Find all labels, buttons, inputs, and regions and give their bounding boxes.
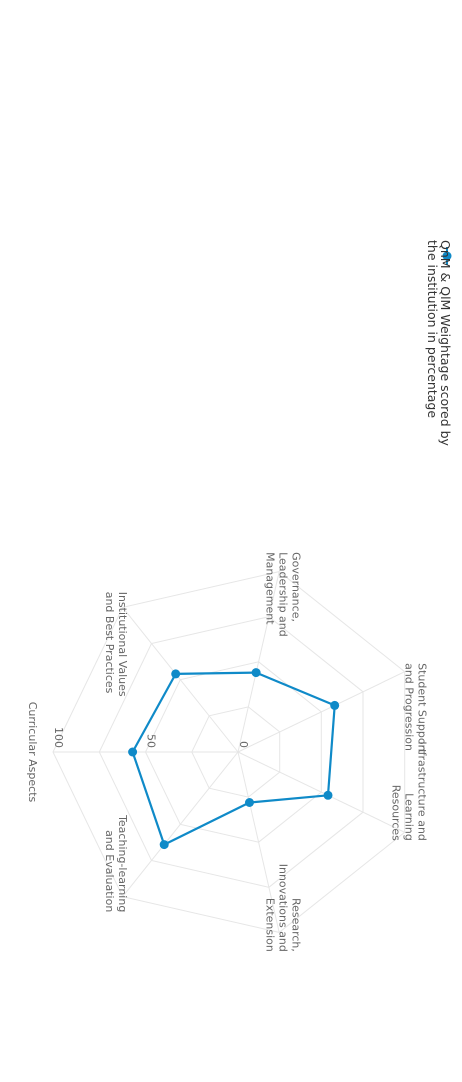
- category-label-line: Leadership and: [277, 552, 290, 637]
- legend-label-line: QnM & QlM Weightage scored by: [438, 240, 453, 447]
- series-point[interactable]: [251, 668, 261, 678]
- category-label: Teaching-learningand Evaluation: [103, 814, 129, 912]
- series-point[interactable]: [245, 798, 254, 807]
- category-axis-labels: Curricular Aspects Teaching-learningand E…: [26, 552, 429, 952]
- series-point[interactable]: [159, 840, 169, 850]
- series-line: [131, 671, 336, 846]
- radar-grid: [52, 571, 406, 933]
- category-label-line: Infrastructure and: [416, 741, 429, 840]
- series-layer: [128, 668, 340, 850]
- radial-tick-label: 0: [237, 741, 250, 748]
- series-point[interactable]: [128, 747, 138, 757]
- series-point[interactable]: [323, 790, 333, 800]
- grid-ring: [191, 706, 281, 798]
- radial-tick-label: 50: [145, 734, 158, 748]
- category-label-line: Governance,: [290, 552, 303, 622]
- grid-spoke: [237, 751, 405, 833]
- category-label: Research,Innovations andExtension: [264, 864, 303, 952]
- category-label-line: and Evaluation: [103, 830, 116, 912]
- radial-tick-label: 100: [52, 727, 65, 748]
- grid-spoke: [237, 571, 280, 753]
- category-label-line: Institutional Values: [116, 592, 129, 697]
- grid-ring: [98, 616, 364, 888]
- category-label-line: Extension: [264, 898, 277, 952]
- category-label-line: and Progression: [403, 663, 416, 751]
- grid-spoke: [237, 751, 280, 933]
- category-label: Student Supportand Progression: [403, 663, 429, 754]
- category-label-line: Curricular Aspects: [26, 702, 39, 803]
- category-label: Curricular Aspects: [26, 702, 39, 803]
- category-label-line: Research,: [290, 898, 303, 952]
- category-label-line: Resources: [390, 785, 403, 841]
- legend-point-marker: [442, 251, 452, 261]
- category-label: Institutional Valuesand Best Practices: [103, 592, 129, 697]
- grid-spoke: [122, 751, 239, 897]
- category-label-line: and Best Practices: [103, 592, 116, 694]
- series-point[interactable]: [330, 700, 340, 710]
- category-label-line: Learning: [403, 793, 416, 841]
- grid-ring: [144, 661, 322, 843]
- category-label-line: Management: [264, 552, 277, 625]
- legend[interactable]: QnM & QlM Weightage scored by the instit…: [425, 240, 453, 450]
- category-label-line: Teaching-learning: [116, 814, 129, 912]
- category-label: Infrastructure andLearningResources: [390, 741, 429, 841]
- grid-spoke: [237, 671, 405, 753]
- grid-ring: [52, 571, 406, 933]
- legend-label: QnM & QlM Weightage scored by the instit…: [425, 240, 453, 450]
- series-point[interactable]: [171, 669, 181, 679]
- category-label: Governance,Leadership andManagement: [264, 552, 303, 637]
- grid-spoke: [122, 607, 239, 753]
- category-label-line: Innovations and: [277, 864, 290, 952]
- legend-label-line: the institution in percentage: [425, 240, 440, 418]
- radial-tick-labels: 0 50 100: [52, 727, 250, 748]
- category-label-line: Student Support: [416, 663, 429, 754]
